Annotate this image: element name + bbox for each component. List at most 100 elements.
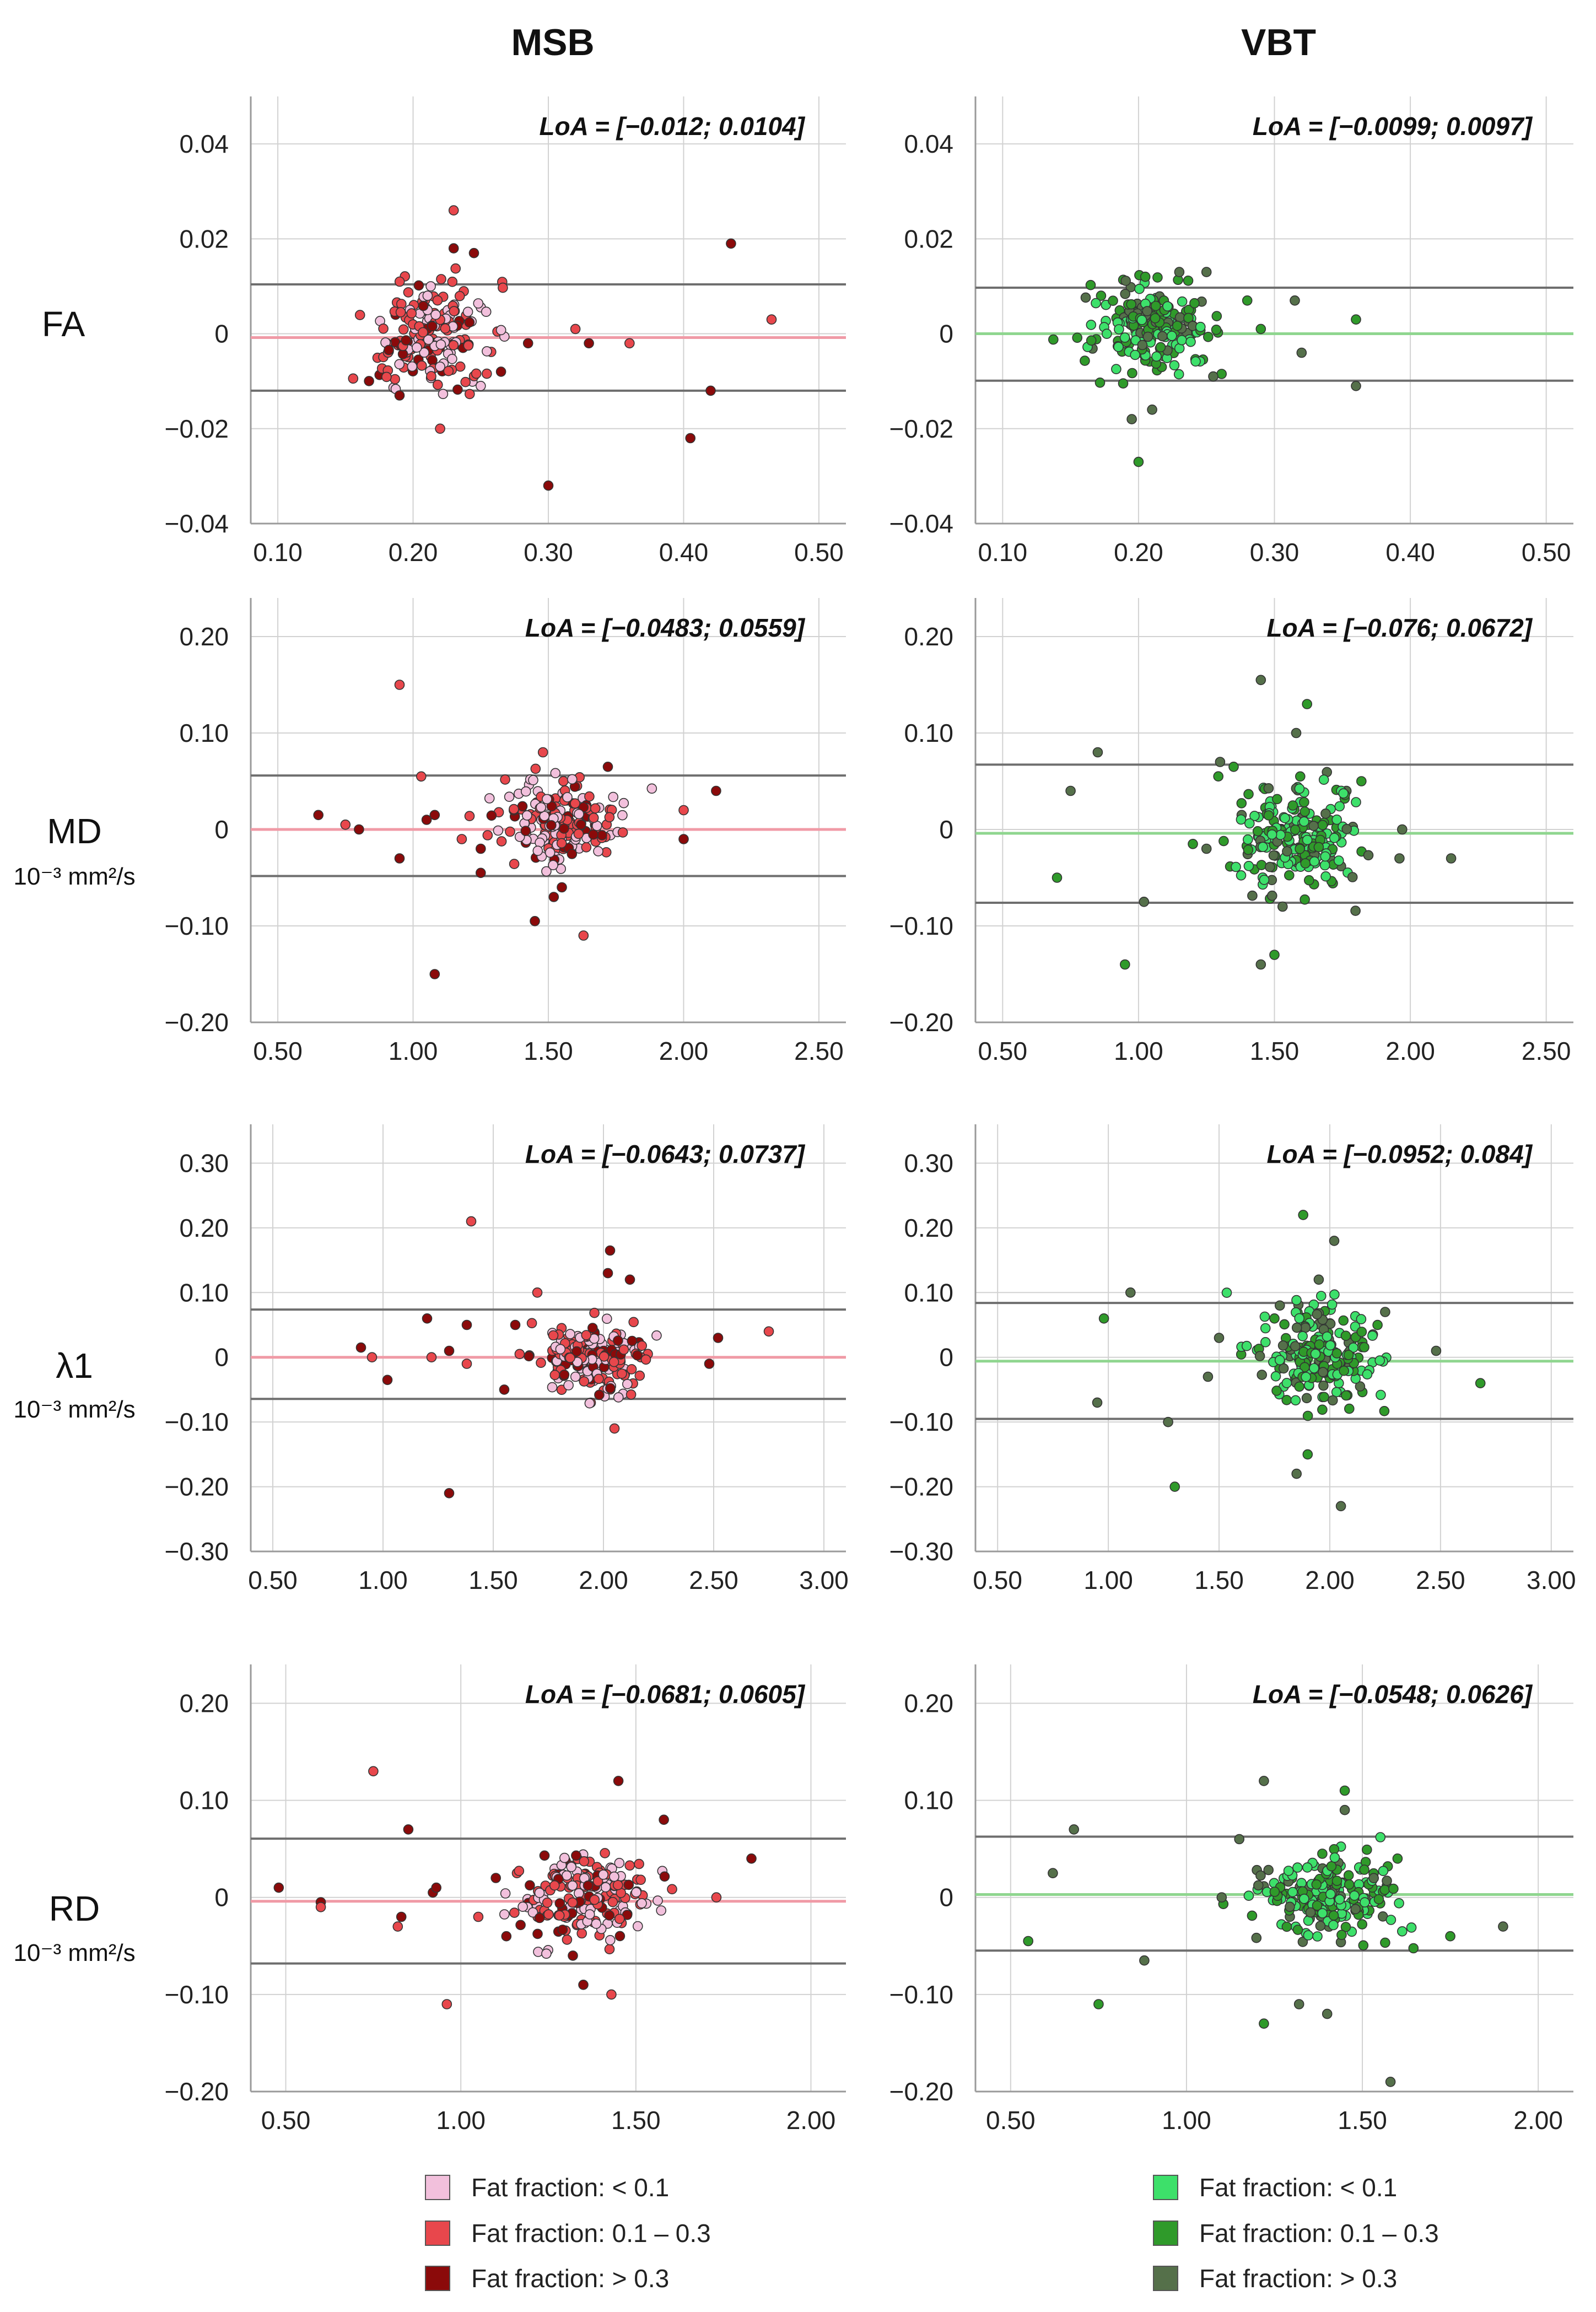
data-point xyxy=(1203,1371,1214,1382)
data-point xyxy=(541,1948,552,1959)
data-point xyxy=(412,342,422,353)
data-point xyxy=(1397,824,1408,835)
data-point xyxy=(1236,870,1247,881)
x-tick-label: 0.50 xyxy=(978,1037,1028,1065)
data-point xyxy=(1048,334,1059,345)
data-point xyxy=(1139,897,1150,907)
data-point xyxy=(1318,774,1329,785)
data-point xyxy=(618,797,629,809)
data-point xyxy=(1379,1884,1390,1895)
data-point xyxy=(1134,283,1145,294)
data-point xyxy=(394,276,405,287)
panel-vbt-md: 0.50 1.00 1.50 2.00 2.50 −0.20 −0.10 0 0.10 0.20 L… xyxy=(889,598,1573,1065)
data-point xyxy=(432,379,443,390)
data-point xyxy=(1322,2008,1333,2019)
data-point xyxy=(1080,355,1090,366)
legend-msb-swatch-mid xyxy=(425,2221,450,2246)
data-point xyxy=(746,1853,757,1864)
data-point xyxy=(567,1897,578,1908)
panels: 0.10 0.20 0.30 0.40 0.50 −0.04 −0.02 0 0.02 0.04 L… xyxy=(165,96,1576,2135)
data-point xyxy=(1356,1327,1367,1337)
data-point xyxy=(1185,336,1196,347)
data-point xyxy=(1152,272,1163,283)
data-point xyxy=(626,1389,637,1400)
legend-vbt-label-mid: Fat fraction: 0.1 – 0.3 xyxy=(1199,2219,1439,2248)
data-point xyxy=(1375,1832,1386,1842)
x-tick-label: 1.00 xyxy=(1114,1037,1163,1065)
data-point xyxy=(1319,860,1330,871)
data-point xyxy=(579,1856,590,1867)
data-point xyxy=(1287,800,1298,811)
data-point xyxy=(435,423,445,434)
panel-vbt-l1: 0.50 1.00 1.50 2.00 2.50 3.00 −0.30 −0.20 −0.10 0… xyxy=(889,1124,1576,1594)
data-point xyxy=(1329,833,1340,843)
data-point xyxy=(398,324,409,335)
y-tick-label: −0.04 xyxy=(889,509,953,538)
data-point xyxy=(605,1245,616,1256)
data-point xyxy=(514,1866,525,1876)
data-point xyxy=(1322,1331,1333,1342)
data-point xyxy=(1328,1910,1339,1921)
data-point xyxy=(1216,1892,1227,1903)
panel-msb-md: 0.50 1.00 1.50 2.00 2.50 −0.20 −0.10 0 0.10 0.20 L… xyxy=(165,598,846,1065)
data-point xyxy=(574,1888,584,1899)
data-point xyxy=(1373,1894,1384,1905)
data-point xyxy=(651,1330,662,1341)
data-point xyxy=(1271,1386,1282,1396)
data-point xyxy=(1319,1392,1329,1403)
data-point xyxy=(532,1287,543,1298)
data-point xyxy=(466,1216,477,1227)
row-label-l1-unit: 10⁻³ mm²/s xyxy=(13,1396,135,1423)
y-tick-label: −0.20 xyxy=(889,2077,953,2106)
y-tick-label: −0.10 xyxy=(889,1408,953,1436)
data-point xyxy=(1339,1804,1350,1815)
y-tick-label: 0.20 xyxy=(179,622,229,651)
row-label-md-name: MD xyxy=(47,811,102,851)
data-point xyxy=(1258,842,1268,852)
x-tick-label: 1.50 xyxy=(1250,1037,1300,1065)
data-point xyxy=(493,825,504,836)
loa-annotation: LoA = [−0.0681; 0.0605] xyxy=(525,1680,806,1709)
data-point xyxy=(390,374,401,385)
data-point xyxy=(1302,1410,1313,1421)
data-point xyxy=(1255,1870,1266,1881)
data-point xyxy=(1392,1853,1403,1864)
row-label-fa: FA xyxy=(42,304,85,344)
data-point xyxy=(617,810,628,821)
data-point xyxy=(1211,311,1222,321)
data-point xyxy=(1211,324,1222,335)
y-tick-label: 0.10 xyxy=(904,719,953,747)
data-point xyxy=(593,846,603,856)
data-point xyxy=(543,480,554,491)
data-point xyxy=(598,1869,608,1880)
data-point xyxy=(1309,1363,1319,1373)
data-point xyxy=(1299,816,1309,827)
data-point xyxy=(1265,861,1275,872)
data-point xyxy=(1328,1395,1338,1406)
x-tick-label: 2.50 xyxy=(689,1566,738,1594)
data-point xyxy=(392,1921,403,1932)
data-point xyxy=(509,859,520,869)
data-point xyxy=(473,1911,484,1922)
x-tick-label: 0.30 xyxy=(1250,538,1300,567)
data-point xyxy=(1340,1330,1351,1341)
data-point xyxy=(1296,347,1307,358)
data-point xyxy=(1475,1378,1486,1388)
legend-msb-label-low: Fat fraction: < 0.1 xyxy=(471,2173,669,2202)
data-point xyxy=(1236,798,1247,809)
data-point xyxy=(1231,861,1241,872)
data-point xyxy=(1284,870,1295,881)
data-point xyxy=(1259,2018,1269,2029)
data-point xyxy=(558,776,569,786)
data-point xyxy=(447,276,458,287)
data-point xyxy=(1136,315,1147,325)
data-point xyxy=(403,1824,414,1835)
data-point xyxy=(1174,312,1185,323)
data-point xyxy=(1270,1371,1281,1382)
data-point xyxy=(1086,320,1097,330)
data-point xyxy=(1305,1907,1316,1918)
data-point xyxy=(1294,1313,1304,1324)
x-tick-label: 0.50 xyxy=(248,1566,298,1594)
data-point xyxy=(1301,1393,1312,1404)
legend-msb-label-mid: Fat fraction: 0.1 – 0.3 xyxy=(471,2219,711,2248)
